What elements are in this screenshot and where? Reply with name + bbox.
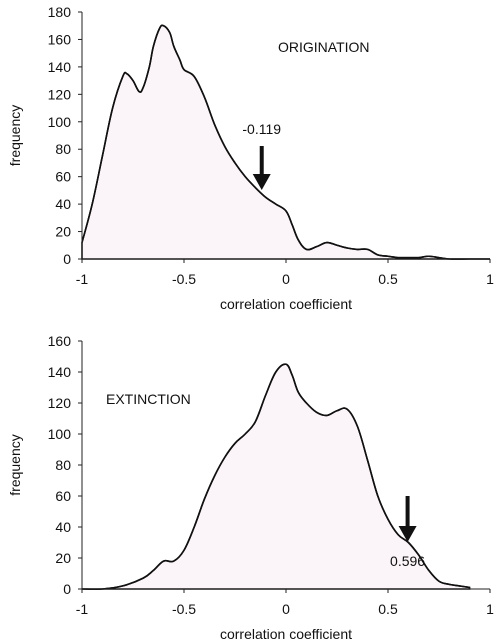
x-tick-label: -1	[76, 601, 89, 617]
y-tick-label: 120	[48, 86, 72, 102]
annotation-label: -0.119	[242, 121, 281, 137]
y-tick-label: 60	[55, 169, 71, 185]
y-tick-label: 160	[48, 31, 72, 47]
x-tick-label: 0	[282, 271, 290, 287]
y-tick-label: 100	[48, 426, 72, 442]
x-tick-label: 0.5	[378, 271, 398, 287]
x-tick-label: 0.5	[378, 601, 398, 617]
y-tick-label: 0	[63, 581, 71, 597]
x-tick-label: 0	[282, 601, 290, 617]
x-tick-label: 1	[486, 601, 494, 617]
y-tick-label: 80	[55, 457, 71, 473]
x-tick-label: -1	[76, 271, 89, 287]
y-tick-label: 60	[55, 488, 71, 504]
series-line	[81, 363, 470, 591]
y-tick-label: 100	[48, 114, 72, 130]
x-tick-label: 1	[486, 271, 494, 287]
y-tick-label: 80	[55, 141, 71, 157]
y-tick-label: 40	[55, 519, 71, 535]
chart-panel-2: 0 20 40 60 80 100 120 140 160 -1 -0.5 0 0.5 1 correlat…	[7, 333, 494, 642]
y-tick-label: 40	[55, 196, 71, 212]
panel-label: ORIGINATION	[278, 39, 370, 55]
chart-panel-1: 0 20 40 60 80 100 120 140 160 180 -1 -0.5 0 0.5 1 corre…	[7, 4, 494, 312]
y-tick-label: 140	[48, 364, 72, 380]
annotation-arrow-head	[398, 526, 417, 542]
panel-label: EXTINCTION	[106, 391, 191, 407]
y-tick-label: 0	[63, 251, 71, 267]
y-tick-label: 20	[55, 224, 71, 240]
y-tick-label: 20	[55, 550, 71, 566]
y-tick-label: 160	[48, 333, 72, 349]
x-axis-title: correlation coefficient	[220, 296, 352, 312]
area-fill	[81, 24, 490, 260]
y-tick-label: 120	[48, 395, 72, 411]
series-line	[81, 24, 490, 260]
y-tick-label: 180	[48, 4, 72, 20]
x-axis-title: correlation coefficient	[220, 626, 352, 642]
x-tick-label: -0.5	[172, 271, 196, 287]
x-tick-label: -0.5	[172, 601, 196, 617]
y-axis-title: frequency	[7, 434, 23, 495]
annotation-arrow-head	[252, 174, 271, 190]
y-axis-title: frequency	[7, 105, 23, 166]
annotation-label: 0.596	[390, 553, 425, 569]
y-tick-label: 140	[48, 59, 72, 75]
